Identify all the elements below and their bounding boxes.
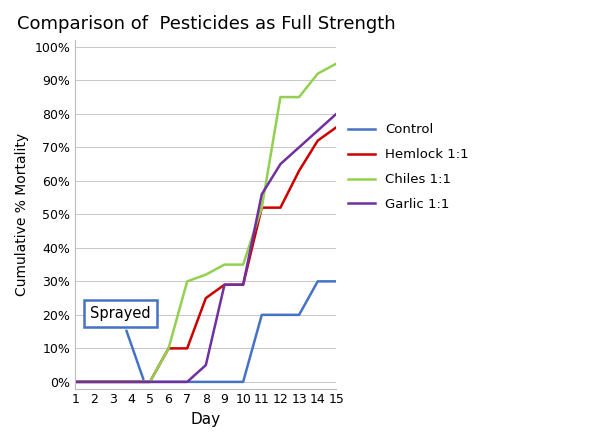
Garlic 1:1 <box>71 379 79 385</box>
Control <box>127 379 135 385</box>
Y-axis label: Cumulative % Mortality: Cumulative % Mortality <box>15 133 29 296</box>
Hemlock 1:1 <box>221 282 228 287</box>
Chiles 1:1 <box>109 379 117 385</box>
Hemlock 1:1 <box>277 205 284 210</box>
Title: Comparison of  Pesticides as Full Strength: Comparison of Pesticides as Full Strengt… <box>16 15 395 33</box>
Garlic 1:1 <box>146 379 154 385</box>
X-axis label: Day: Day <box>191 412 221 427</box>
Garlic 1:1 <box>258 191 265 197</box>
Hemlock 1:1 <box>90 379 98 385</box>
Hemlock 1:1 <box>202 295 209 301</box>
Chiles 1:1 <box>332 61 340 66</box>
Control <box>202 379 209 385</box>
Chiles 1:1 <box>240 262 247 267</box>
Hemlock 1:1 <box>332 125 340 130</box>
Control <box>146 379 154 385</box>
Hemlock 1:1 <box>165 346 172 351</box>
Chiles 1:1 <box>184 279 191 284</box>
Chiles 1:1 <box>314 71 321 76</box>
Line: Garlic 1:1: Garlic 1:1 <box>75 114 336 382</box>
Chiles 1:1 <box>90 379 98 385</box>
Hemlock 1:1 <box>127 379 135 385</box>
Garlic 1:1 <box>165 379 172 385</box>
Control <box>165 379 172 385</box>
Garlic 1:1 <box>295 145 303 150</box>
Garlic 1:1 <box>332 111 340 117</box>
Garlic 1:1 <box>240 282 247 287</box>
Hemlock 1:1 <box>184 346 191 351</box>
Text: Sprayed: Sprayed <box>90 306 151 379</box>
Garlic 1:1 <box>90 379 98 385</box>
Control <box>90 379 98 385</box>
Hemlock 1:1 <box>295 168 303 173</box>
Garlic 1:1 <box>221 282 228 287</box>
Hemlock 1:1 <box>109 379 117 385</box>
Garlic 1:1 <box>314 128 321 133</box>
Control <box>277 312 284 317</box>
Chiles 1:1 <box>295 95 303 100</box>
Control <box>295 312 303 317</box>
Legend: Control, Hemlock 1:1, Chiles 1:1, Garlic 1:1: Control, Hemlock 1:1, Chiles 1:1, Garlic… <box>348 123 468 211</box>
Line: Chiles 1:1: Chiles 1:1 <box>75 64 336 382</box>
Garlic 1:1 <box>127 379 135 385</box>
Chiles 1:1 <box>146 379 154 385</box>
Chiles 1:1 <box>221 262 228 267</box>
Line: Control: Control <box>75 282 336 382</box>
Control <box>221 379 228 385</box>
Hemlock 1:1 <box>314 138 321 143</box>
Garlic 1:1 <box>202 362 209 368</box>
Garlic 1:1 <box>277 161 284 167</box>
Control <box>184 379 191 385</box>
Garlic 1:1 <box>184 379 191 385</box>
Line: Hemlock 1:1: Hemlock 1:1 <box>75 127 336 382</box>
Chiles 1:1 <box>202 272 209 277</box>
Control <box>240 379 247 385</box>
Control <box>109 379 117 385</box>
Control <box>71 379 79 385</box>
Control <box>258 312 265 317</box>
Garlic 1:1 <box>109 379 117 385</box>
Hemlock 1:1 <box>71 379 79 385</box>
Chiles 1:1 <box>71 379 79 385</box>
Control <box>332 279 340 284</box>
Chiles 1:1 <box>258 205 265 210</box>
Hemlock 1:1 <box>146 379 154 385</box>
Chiles 1:1 <box>277 95 284 100</box>
Hemlock 1:1 <box>240 282 247 287</box>
Chiles 1:1 <box>165 346 172 351</box>
Hemlock 1:1 <box>258 205 265 210</box>
Chiles 1:1 <box>127 379 135 385</box>
Control <box>314 279 321 284</box>
